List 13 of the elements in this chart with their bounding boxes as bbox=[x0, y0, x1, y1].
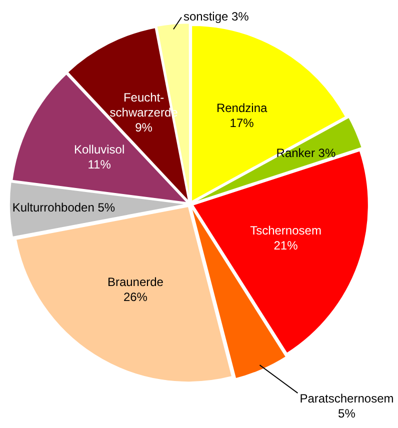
data-label: 26% bbox=[123, 290, 148, 304]
slice-label: Kulturrohboden 5% bbox=[12, 200, 116, 214]
slice-label: Braunerde bbox=[107, 274, 164, 289]
slice-label: Rendzina bbox=[216, 101, 268, 116]
data-label: 17% bbox=[230, 116, 254, 130]
data-label: 9% bbox=[135, 120, 153, 135]
slice-label: Kolluvisol bbox=[74, 142, 125, 157]
data-label: 11% bbox=[88, 158, 112, 172]
slice-label: Tschernosem bbox=[250, 223, 322, 238]
data-label: 5% bbox=[338, 406, 356, 420]
data-label: 21% bbox=[274, 238, 298, 252]
slice-label: Paratschernosem bbox=[300, 391, 394, 406]
slice-label: sonstige 3% bbox=[183, 10, 250, 24]
